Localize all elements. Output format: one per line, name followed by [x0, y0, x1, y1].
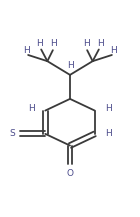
Text: H: H — [36, 39, 43, 48]
Text: H: H — [67, 61, 73, 71]
Text: H: H — [97, 39, 104, 48]
Text: H: H — [105, 129, 112, 138]
Text: O: O — [66, 169, 74, 178]
Text: H: H — [110, 46, 117, 54]
Text: H: H — [105, 104, 112, 113]
Text: S: S — [9, 129, 15, 138]
Text: H: H — [23, 46, 30, 54]
Text: H: H — [83, 39, 90, 48]
Text: H: H — [28, 104, 35, 113]
Text: H: H — [50, 39, 57, 48]
